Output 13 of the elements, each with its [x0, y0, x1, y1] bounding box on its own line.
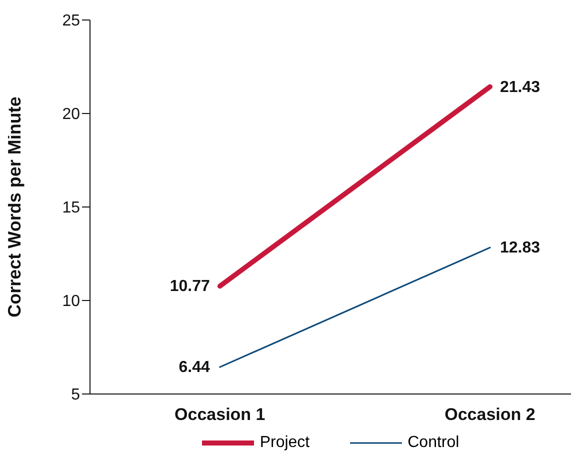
data-label: 6.44 — [178, 359, 210, 376]
y-tick-label: 10 — [62, 293, 80, 310]
y-tick-label: 20 — [62, 106, 80, 124]
data-label: 12.83 — [500, 240, 540, 257]
y-tick-label: 25 — [62, 12, 80, 30]
data-label: 10.77 — [170, 278, 210, 296]
x-tick-label: Occasion 1 — [174, 405, 266, 424]
legend-label: Project — [260, 434, 310, 452]
data-label: 21.43 — [500, 78, 540, 96]
legend-label: Control — [408, 434, 460, 452]
y-tick-label: 15 — [62, 200, 80, 217]
x-tick-label: Occasion 2 — [444, 405, 536, 424]
y-tick-label: 5 — [71, 386, 80, 404]
